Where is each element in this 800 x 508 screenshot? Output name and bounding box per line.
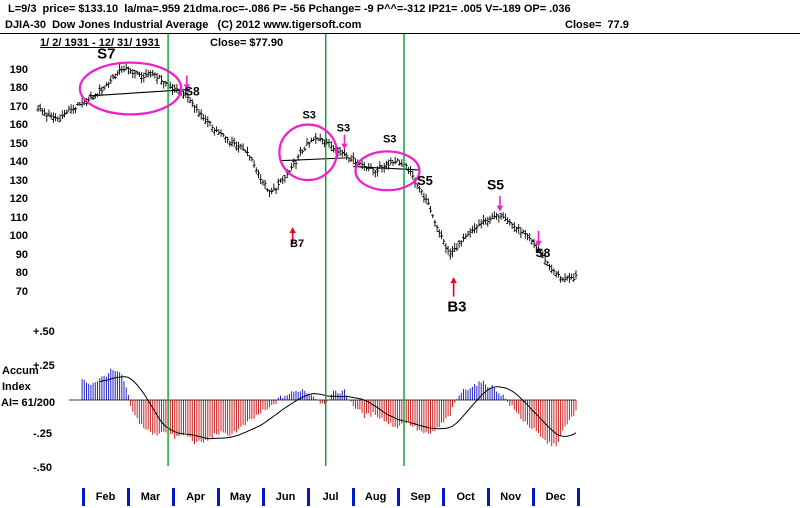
price-tick-110: 110 — [10, 211, 28, 224]
month-separator-9 — [442, 488, 446, 506]
accum-index-value: AI= 61/200 — [1, 397, 56, 409]
chart-title: DJIA-30 Dow Jones Industrial Average (C)… — [5, 19, 362, 31]
header-divider — [0, 33, 800, 34]
price-tick-100: 100 — [9, 230, 28, 242]
price-tick-90: 90 — [15, 248, 28, 261]
price-tick-150: 150 — [9, 137, 28, 150]
month-separator-4 — [217, 488, 221, 506]
close-ticks — [38, 67, 578, 280]
price-tick-140: 140 — [9, 156, 28, 168]
month-label-feb: Feb — [95, 491, 116, 503]
close-readout: Close= 77.9 — [565, 19, 629, 31]
month-label-nov: Nov — [500, 491, 522, 503]
open-ticks — [36, 67, 576, 282]
accum-bars-positive — [81, 368, 506, 400]
month-label-oct: Oct — [456, 491, 475, 503]
month-separator-3 — [172, 488, 176, 506]
buy-arrow-head-5 — [289, 227, 296, 234]
signal-label-s3-3: S3 — [302, 109, 315, 121]
signal-label-s3-5: S3 — [383, 133, 396, 145]
price-tick-190: 190 — [9, 63, 28, 76]
sell-arrow-head-4 — [535, 240, 542, 247]
month-label-mar: Mar — [140, 491, 161, 503]
sell-arrow-head-1 — [183, 84, 191, 91]
month-separator-12 — [577, 488, 581, 506]
buy-arrow-head-6 — [450, 277, 457, 284]
price-tick-70: 70 — [15, 285, 28, 298]
month-label-may: May — [229, 491, 252, 503]
highlight-ellipse-2 — [278, 123, 338, 182]
month-separator-5 — [262, 488, 266, 506]
month-label-aug: Aug — [364, 491, 387, 503]
accum-panel-label-1: Accum — [2, 365, 39, 377]
accum-bars-negative — [130, 400, 577, 447]
month-separator-11 — [532, 488, 536, 506]
accum-tick--.50: -.50 — [33, 462, 52, 474]
price-tick-80: 80 — [15, 267, 28, 279]
indicator-readout-line: L=9/3 price= $133.10 la/ma=.959 21dma.ro… — [8, 3, 571, 15]
signal-label-s3-4: S3 — [337, 122, 350, 134]
accum-panel-label-2: Index — [2, 381, 31, 393]
signal-label-s8-8: S8 — [536, 246, 551, 260]
trendline-1 — [88, 88, 191, 97]
month-label-jun: Jun — [275, 491, 296, 503]
accum-ma-line — [99, 376, 577, 440]
price-tick-120: 120 — [9, 193, 28, 205]
price-tick-180: 180 — [9, 82, 28, 94]
signal-label-s7-1: S7 — [97, 45, 115, 62]
highlight-ellipse-3 — [354, 150, 421, 192]
month-label-jul: Jul — [322, 491, 339, 503]
highlight-ellipse-1 — [78, 61, 183, 116]
signal-label-s5-7: S5 — [487, 177, 504, 193]
month-separator-2 — [127, 488, 131, 506]
month-label-dec: Dec — [545, 491, 566, 503]
sell-arrow-head-3 — [496, 205, 504, 212]
month-label-apr: Apr — [186, 491, 206, 503]
close-price: Close= $77.90 — [210, 37, 284, 49]
price-tick-160: 160 — [9, 119, 28, 131]
price-tick-130: 130 — [9, 174, 28, 187]
month-separator-6 — [307, 488, 311, 506]
month-label-sep: Sep — [410, 491, 431, 503]
month-separator-10 — [487, 488, 491, 506]
date-range: 1/ 2/ 1931 - 12/ 31/ 1931 — [40, 37, 160, 49]
price-tick-170: 170 — [9, 100, 28, 113]
signal-label-s8-2: S8 — [185, 84, 200, 98]
signal-label-b3-10: B3 — [447, 299, 466, 316]
month-separator-7 — [352, 488, 356, 506]
trendline-3 — [353, 166, 420, 171]
sell-arrow-head-2 — [341, 143, 348, 150]
signal-label-b7-9: B7 — [290, 238, 304, 250]
signal-label-s5-6: S5 — [417, 173, 433, 188]
accum-tick-+.25: +.25 — [33, 360, 55, 372]
month-separator-1 — [82, 488, 86, 506]
price-bars — [37, 63, 577, 283]
accum-tick-+.50: +.50 — [33, 326, 55, 338]
accum-tick--.25: -.25 — [33, 428, 52, 440]
month-separator-8 — [397, 488, 401, 506]
